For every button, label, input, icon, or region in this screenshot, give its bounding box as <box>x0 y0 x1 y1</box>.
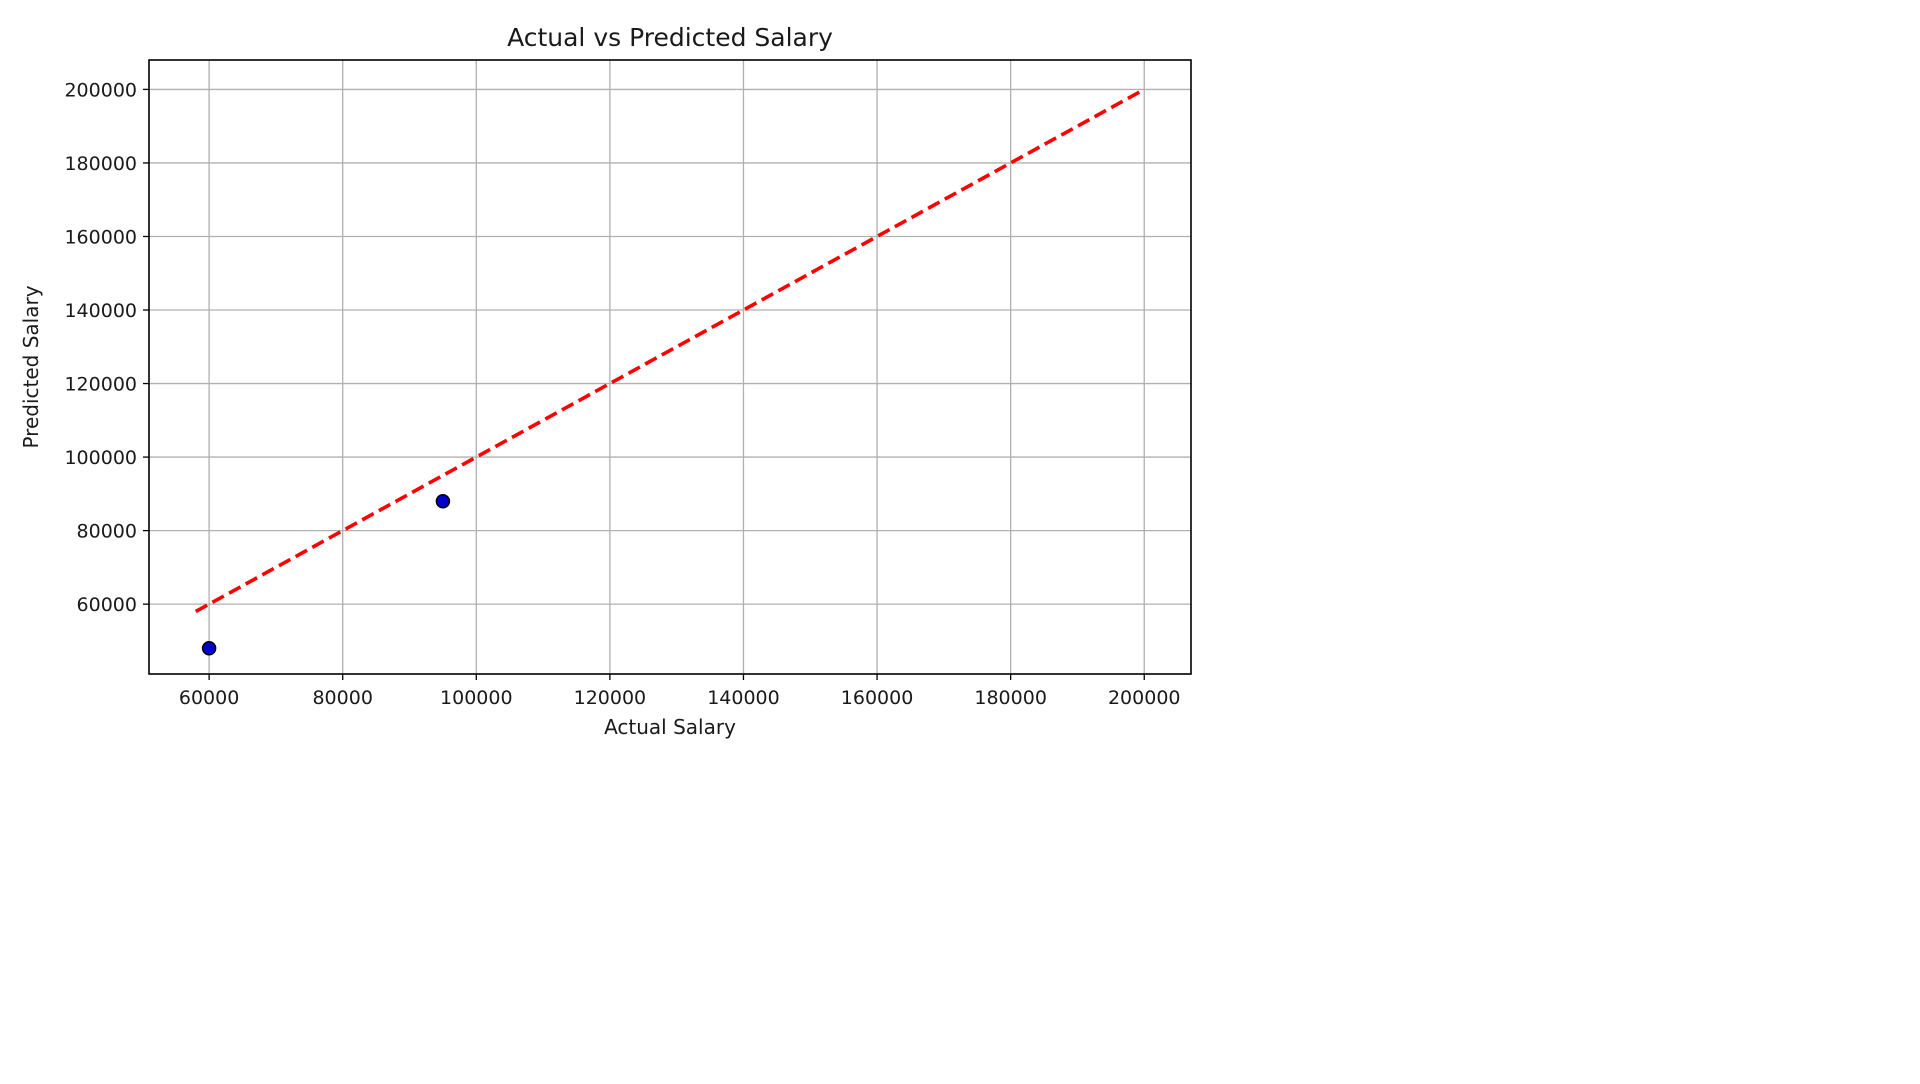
y-tick-label: 100000 <box>64 447 137 469</box>
x-tick-label: 120000 <box>574 687 647 709</box>
y-tick-label: 80000 <box>77 521 137 543</box>
plot-frame <box>148 59 1192 675</box>
data-points <box>201 493 451 656</box>
x-tick-label: 200000 <box>1108 687 1181 709</box>
x-axis-label: Actual Salary <box>604 715 736 739</box>
y-tick-label: 60000 <box>77 594 137 616</box>
ideal-prediction-line <box>194 87 1146 614</box>
y-tick-label: 120000 <box>64 374 137 396</box>
y-axis-ticks: 60000 80000 100000 120000 140000 160000 180000… <box>64 79 149 616</box>
data-point <box>201 641 217 656</box>
x-tick-label: 160000 <box>841 687 914 709</box>
x-tick-label: 80000 <box>312 687 372 709</box>
x-axis-ticks: 60000 80000 100000 120000 140000 160000 180000… <box>179 674 1181 709</box>
x-tick-label: 60000 <box>179 687 239 709</box>
y-tick-label: 160000 <box>64 226 137 248</box>
grid-lines <box>149 60 1191 674</box>
x-tick-label: 180000 <box>974 687 1047 709</box>
reference-line-layer <box>194 87 1146 614</box>
x-tick-label: 140000 <box>707 687 780 709</box>
x-tick-label: 100000 <box>440 687 513 709</box>
y-axis-label: Predicted Salary <box>19 285 43 448</box>
chart-title: Actual vs Predicted Salary <box>507 23 833 52</box>
data-point <box>435 493 451 509</box>
y-tick-label: 200000 <box>64 79 137 101</box>
y-tick-label: 140000 <box>64 300 137 322</box>
y-tick-label: 180000 <box>64 153 137 175</box>
